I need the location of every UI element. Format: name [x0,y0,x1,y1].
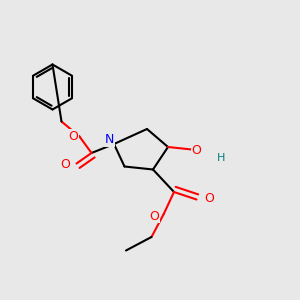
Text: O: O [149,209,159,223]
Text: O: O [192,143,201,157]
Text: H: H [217,153,225,164]
Text: O: O [61,158,70,172]
Text: O: O [68,130,78,143]
Text: N: N [105,133,114,146]
Text: O: O [204,191,214,205]
